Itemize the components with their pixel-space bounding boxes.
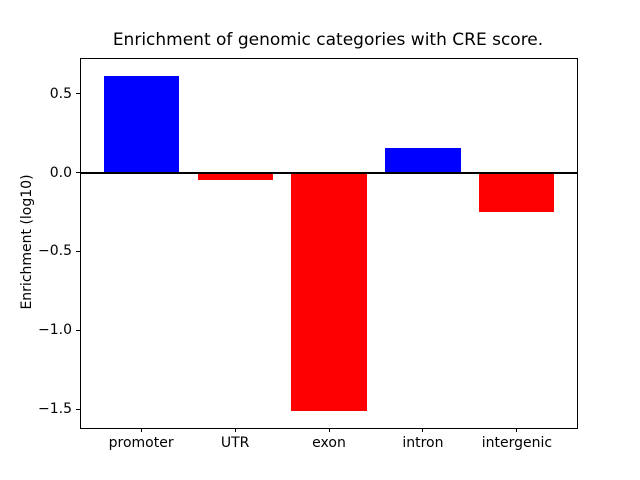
y-tick [76,172,80,173]
bar-exon [291,172,367,411]
x-tick [140,428,142,432]
zero-baseline [81,171,577,174]
x-tick-label: intron [402,435,444,451]
x-tick-label: intergenic [481,435,553,451]
bar-intron [385,148,461,173]
chart-title: Enrichment of genomic categories with CR… [112,30,544,50]
y-tick-label: 0.0 [49,164,72,181]
y-tick-label: 0.5 [49,85,72,102]
plot-area: promoter UTR exon intron intergenic 0.5 0.0 −0.… [38,58,578,451]
x-tick [516,428,518,432]
y-tick [76,93,80,95]
x-tick-label: promoter [108,435,174,451]
y-tick [76,329,80,331]
y-tick-label: −1.5 [38,401,72,418]
x-tick-label: UTR [220,435,250,451]
y-axis-label: Enrichment (log10) [19,174,35,310]
y-tick-label: −1.0 [38,322,72,339]
y-tick [76,408,80,410]
x-tick [422,428,424,432]
bar-promoter [103,75,179,173]
x-tick [328,428,330,432]
y-tick [76,250,80,252]
bar-intergenic [479,172,555,212]
x-tick-label: exon [312,435,346,451]
bar-UTR [197,172,273,181]
y-tick-label: −0.5 [38,243,72,260]
x-tick [234,428,236,432]
